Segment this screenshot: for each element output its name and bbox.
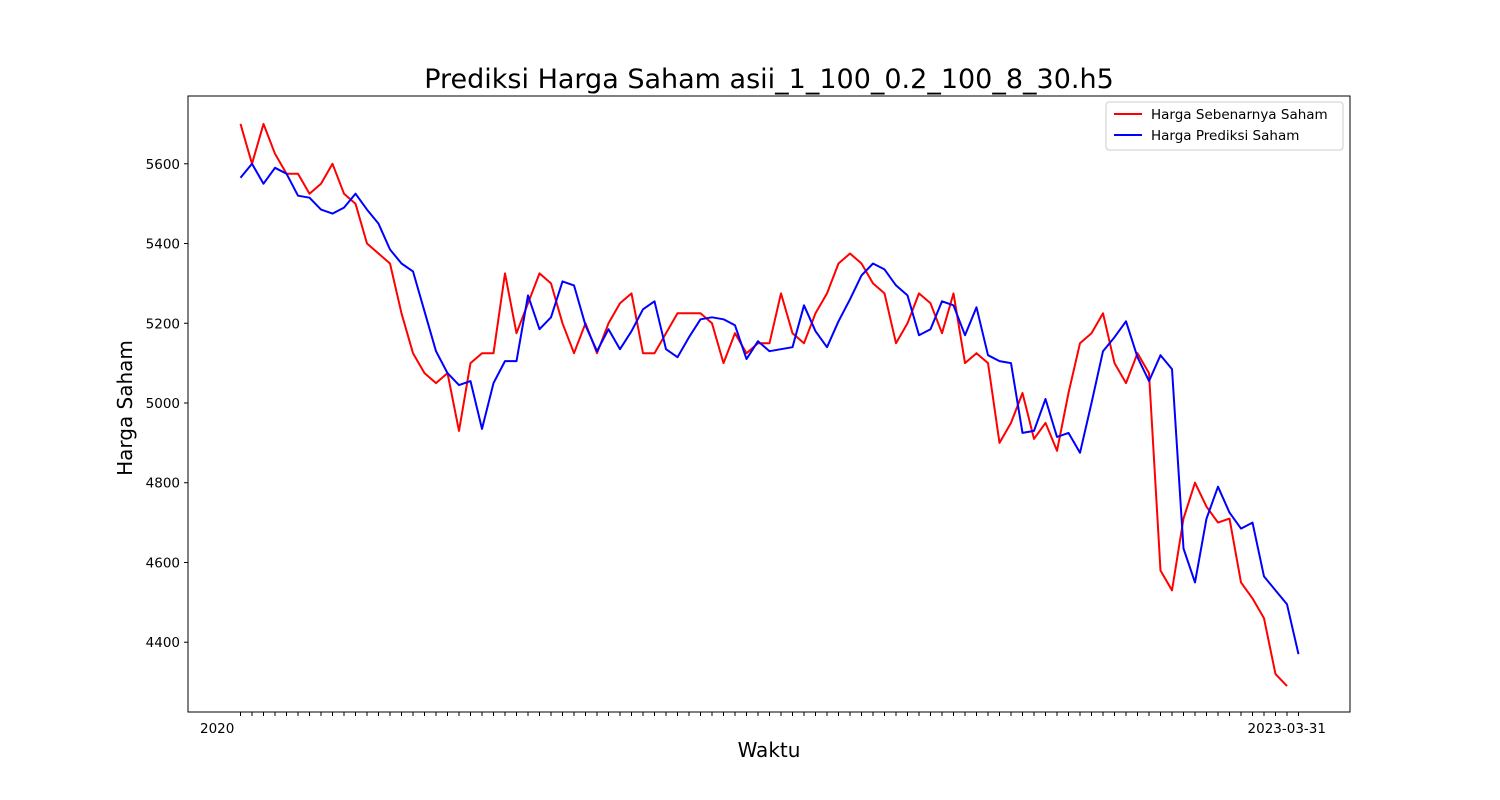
plot-frame xyxy=(187,95,1351,713)
legend: Harga Sebenarnya Saham Harga Prediksi Sa… xyxy=(1105,101,1344,151)
x-tick-label-last: 2023-03-31 xyxy=(1248,721,1326,737)
x-axis-label: Waktu xyxy=(738,738,801,762)
chart-title: Prediksi Harga Saham asii_1_100_0.2_100_… xyxy=(424,64,1114,95)
x-tick-label-first: 2020 xyxy=(200,721,234,737)
y-tick-label: 5000 xyxy=(146,396,180,412)
y-tick-label: 4400 xyxy=(146,635,180,651)
y-axis-label: Harga Saham xyxy=(113,340,137,476)
y-tick-label: 4800 xyxy=(146,476,180,492)
legend-box xyxy=(1105,101,1344,151)
y-tick-label: 4600 xyxy=(146,555,180,571)
y-tick-label: 5400 xyxy=(146,237,180,253)
x-ticks xyxy=(240,712,1299,716)
series-line-predicted xyxy=(239,162,1300,655)
legend-label-predicted: Harga Prediksi Saham xyxy=(1151,128,1299,144)
y-tick-label: 5600 xyxy=(146,157,180,173)
series-line-actual xyxy=(239,122,1288,687)
y-ticks: 4400 4600 4800 5000 5200 5400 5600 xyxy=(146,157,188,651)
legend-label-actual: Harga Sebenarnya Saham xyxy=(1151,107,1328,123)
y-tick-label: 5200 xyxy=(146,316,180,332)
series-lines xyxy=(239,122,1300,687)
